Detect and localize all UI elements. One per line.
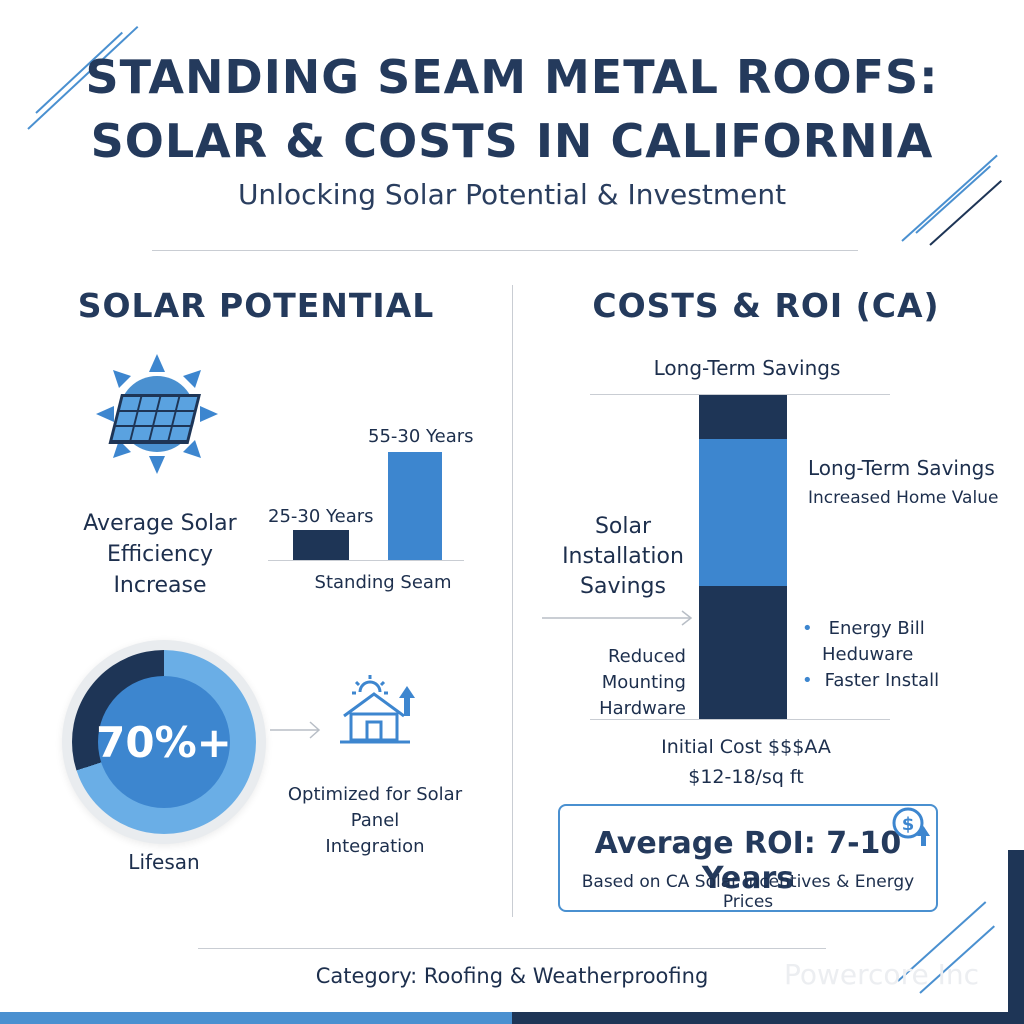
roi-box: Average ROI: 7-10 Years Based on CA Sola… — [558, 804, 938, 912]
mounting-line-2: Hardware — [599, 698, 686, 719]
chart-baseline — [268, 560, 464, 561]
efficiency-label: Average Solar Efficiency Increase — [60, 508, 260, 601]
initial-cost-line-2: $12-18/sq ft — [688, 766, 804, 788]
mounting-hardware-label: Reduced Mounting Hardware — [540, 644, 686, 722]
bar-label-1: 25-30 Years — [268, 506, 374, 527]
column-divider — [512, 285, 513, 917]
title-line-2: SOLAR & COSTS IN CALIFORNIA — [90, 114, 934, 168]
solar-potential-title: SOLAR POTENTIAL — [77, 286, 435, 325]
efficiency-line-1: Average Solar — [83, 511, 237, 536]
costs-roi-title: COSTS & ROI (CA) — [592, 286, 940, 325]
footer-accent-bar — [0, 1012, 512, 1024]
initial-cost-label: Initial Cost $$$AA $12-18/sq ft — [640, 732, 852, 792]
list-item: Heduware — [802, 642, 1002, 668]
title-line-1: STANDING SEAM METAL ROOFS: — [85, 50, 939, 104]
savings-subtitle: Increased Home Value — [808, 488, 999, 508]
list-item: • Faster Install — [802, 668, 1002, 694]
bullet-text: Energy Bill — [828, 618, 925, 639]
benefits-list: • Energy Bill Heduware • Faster Install — [802, 616, 1002, 694]
gauge-center: 70%+ — [96, 676, 232, 808]
bullet-text: Faster Install — [824, 670, 940, 691]
long-term-savings-label: Long-Term Savings Increased Home Value — [808, 456, 1018, 508]
gauge-value: 70%+ — [96, 717, 232, 767]
house-sun-arrow-icon — [340, 675, 415, 744]
list-item: • Energy Bill — [802, 616, 1002, 642]
top-rule — [590, 394, 890, 395]
integration-line-2: Integration — [325, 836, 425, 857]
integration-line-1: Optimized for Solar Panel — [287, 784, 463, 831]
integration-label: Optimized for Solar Panel Integration — [262, 782, 488, 860]
efficiency-line-3: Increase — [113, 573, 207, 598]
header-divider — [152, 250, 858, 251]
cost-stacked-bar — [699, 395, 787, 720]
bullet-dot: • — [802, 618, 813, 639]
roi-title: Average ROI: 7-10 Years — [594, 826, 902, 896]
stack-segment-bottom — [699, 586, 787, 720]
svg-text:$: $ — [902, 814, 915, 835]
roi-subtitle: Based on CA Solar Incentives & Energy Pr… — [581, 872, 915, 912]
stack-segment-top — [699, 395, 787, 439]
solar-installation-savings: Solar Installation Savings — [548, 512, 698, 602]
bar-label-2: 55-30 Years — [368, 426, 474, 447]
dollar-coin-arrow-icon: $ — [892, 807, 930, 846]
mounting-line-1: Reduced Mounting — [601, 646, 686, 693]
savings-title: Long-Term Savings — [808, 456, 995, 480]
chart-x-label: Standing Seam — [314, 572, 452, 593]
solar-savings-line-1: Solar — [594, 514, 652, 539]
footer-divider — [198, 948, 826, 949]
top-savings-label: Long-Term Savings — [653, 356, 841, 380]
bottom-rule — [590, 719, 890, 720]
solar-savings-line-3: Savings — [580, 574, 666, 599]
footer-category: Category: Roofing & Weatherproofing — [315, 964, 709, 988]
initial-cost-line-1: Initial Cost $$$AA — [661, 736, 831, 758]
sun-solar-panel-icon — [96, 354, 218, 474]
watermark: Powercore Inc — [784, 958, 979, 991]
bar-standard — [293, 529, 349, 560]
bar-standing-seam — [388, 452, 442, 560]
efficiency-line-2: Efficiency — [107, 542, 213, 567]
solar-savings-line-2: Installation — [562, 544, 684, 569]
lifespan-gauge: 70%+ — [62, 640, 266, 844]
page-title: STANDING SEAM METAL ROOFS: SOLAR & COSTS… — [0, 48, 1024, 170]
corner-block — [1008, 850, 1024, 1024]
arrow-right-icon — [270, 721, 321, 739]
page-subtitle: Unlocking Solar Potential & Investment — [237, 178, 787, 211]
lifespan-bar-chart: 25-30 Years 55-30 Years Standing Seam — [268, 420, 474, 600]
bullet-dot: • — [802, 670, 813, 691]
stack-segment-middle — [699, 438, 787, 587]
footer-accent-bar — [512, 1012, 1024, 1024]
bullet-text: Heduware — [822, 644, 914, 665]
gauge-caption: Lifesan — [128, 850, 200, 874]
arrow-right-icon — [542, 610, 693, 626]
